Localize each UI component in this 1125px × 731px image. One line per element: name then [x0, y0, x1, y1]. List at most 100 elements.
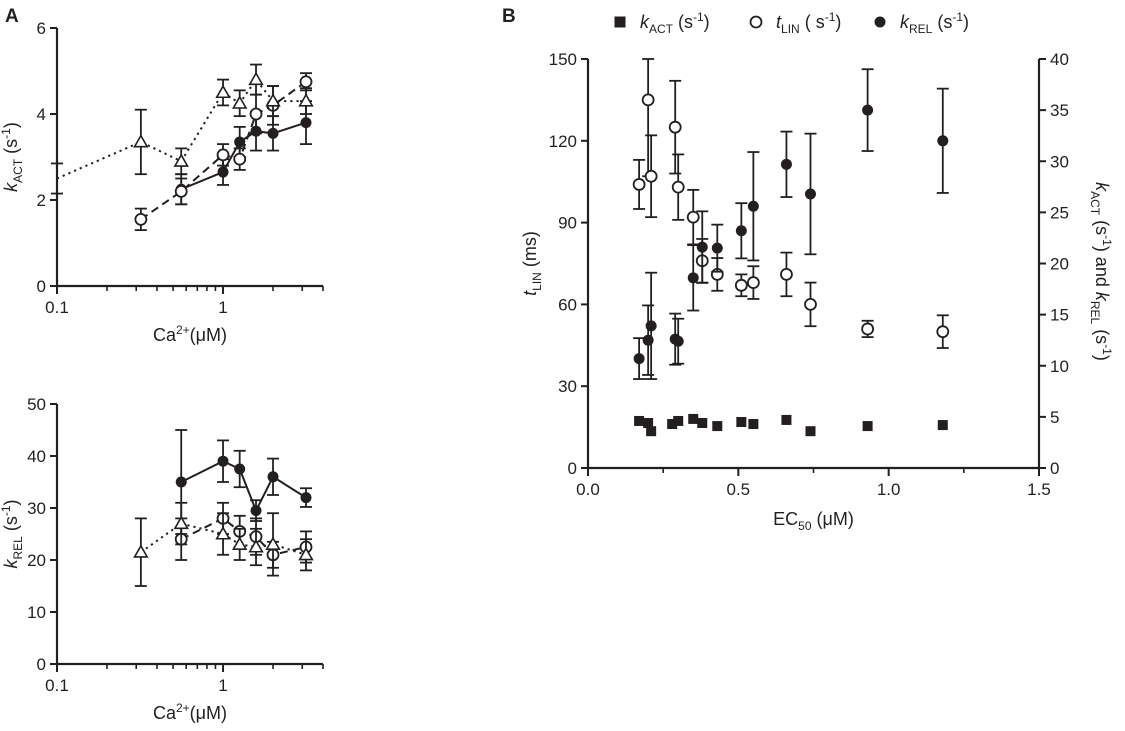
b-data-point [634, 415, 645, 426]
a-bottom-x-tick-label: 0.1 [45, 676, 69, 695]
b-right-y-tick-label: 35 [1050, 101, 1069, 120]
a-top-data-point [174, 184, 188, 198]
b-right-y-label: kACT​ (s-1​) and kREL​ (s-1​) [1088, 182, 1114, 361]
a-bottom-series-line-solid [180, 460, 307, 514]
a-top-error-bar [51, 162, 63, 195]
a-bottom-data-point [215, 526, 231, 540]
b-data-point [735, 225, 747, 237]
b-left-y-tick-label: 30 [558, 377, 577, 396]
a-top-data-point [173, 153, 189, 167]
b-data-point [937, 135, 949, 147]
b-data-point [747, 200, 759, 212]
a-top-series-open-triangle [51, 63, 314, 195]
a-bottom-data-point [234, 463, 246, 475]
a-top-data-point [216, 148, 230, 162]
b-legend-label: kREL​ (s-1​) [900, 10, 969, 36]
a-top-data-point [248, 71, 264, 86]
b-data-point [937, 420, 948, 431]
b-x-label: EC50​ (μM) [773, 509, 854, 533]
b-data-point [686, 210, 700, 224]
b-data-point [862, 104, 874, 116]
b-data-point [645, 320, 657, 332]
b-right-y-tick-label: 30 [1050, 152, 1069, 171]
b-left-y-tick-label: 60 [558, 295, 577, 314]
b-data-point [632, 178, 646, 191]
b-data-point [746, 276, 760, 289]
a-bottom-data-point [300, 492, 312, 504]
a-bottom-data-point [173, 515, 189, 530]
b-legend-label: kACT​ (s-1​) [640, 10, 710, 36]
a-bottom-data-point [175, 476, 187, 488]
b-data-point [643, 418, 654, 429]
b-data-point [734, 278, 748, 292]
b-data-point [711, 242, 723, 254]
b-legend-item: kACT​ (s-1​) [614, 10, 710, 36]
a-bottom-data-point [248, 539, 264, 553]
b-data-point [642, 334, 654, 346]
a-top-data-point [233, 152, 247, 166]
b-data-point [667, 419, 678, 430]
b-data-point [687, 272, 699, 284]
a-bottom-data-point [250, 505, 262, 517]
b-data-point [644, 169, 658, 183]
b-left-y-tick-label: 150 [549, 50, 577, 69]
b-right-y-tick-label: 10 [1050, 357, 1069, 376]
a-bottom-data-point [133, 544, 149, 558]
b-error-bar [642, 58, 655, 178]
b-data-point [688, 413, 699, 424]
a-top-data-point [217, 166, 229, 178]
b-right-y-tick-label: 5 [1050, 408, 1059, 427]
b-data-point [646, 426, 657, 437]
b-x-tick-label: 0.5 [727, 480, 751, 499]
b-data-point [804, 188, 816, 200]
b-data-point [862, 421, 873, 432]
a-bottom-series-open-circle [174, 501, 313, 569]
b-legend-marker [874, 16, 886, 28]
b-data-point [780, 158, 792, 170]
b-data-point [671, 180, 685, 194]
b-series-filled-square [634, 413, 948, 437]
a-bottom-series-filled-circle [175, 429, 313, 535]
b-legend-item: kREL​ (s-1​) [874, 10, 969, 36]
b-legend: kACT​ (s-1​) tLIN​ ( s-1​) kREL​ (s-1​) [614, 10, 969, 36]
a-bottom-data-point [231, 536, 248, 550]
b-legend-label: tLIN​ ( s-1​) [776, 10, 841, 36]
b-legend-item: tLIN​ ( s-1​) [749, 10, 841, 36]
a-bottom-series-open-triangle [133, 501, 314, 587]
a-bottom-y-tick-label: 0 [37, 655, 46, 674]
a-top-x-label: Ca2+​(μM) [153, 323, 227, 345]
b-data-point [668, 120, 682, 134]
b-left-y-label: tLIN​ (ms) [520, 231, 544, 296]
b-legend-marker [614, 16, 626, 28]
b-data-point [696, 241, 708, 253]
a-bottom-y-tick-label: 10 [27, 603, 46, 622]
b-left-y-tick-label: 90 [558, 214, 577, 233]
a-bottom-y-tick-label: 40 [27, 447, 46, 466]
a-bottom-y-label: kREL​ (s-1​) [0, 499, 25, 568]
b-left-y-tick-label: 120 [549, 132, 577, 151]
a-top-data-point [267, 127, 279, 139]
a-top-data-point [215, 84, 231, 99]
panel-a-letter: A [5, 6, 19, 27]
a-top-data-point [265, 93, 281, 107]
b-right-y-tick-label: 40 [1050, 50, 1069, 69]
panel-b-letter: B [502, 6, 516, 27]
b-right-y-tick-label: 25 [1050, 203, 1069, 222]
a-top-data-point [249, 107, 263, 121]
a-bottom-data-point [298, 546, 314, 561]
a-top-data-point [299, 75, 313, 89]
a-top-data-point [234, 136, 246, 148]
plot-a-top-kact: 0 2 4 6 0.1 1 Ca2+​(μM) kACT​ (s-1​) [0, 19, 324, 345]
plot-a-bottom-krel: 0 10 20 30 40 50 0.1 1 Ca2+​(μM) kREL​ (s-1​) [0, 395, 324, 723]
a-bottom-y-tick-label: 20 [27, 551, 46, 570]
b-data-point [781, 414, 792, 425]
b-legend-marker [749, 15, 763, 29]
b-x-tick-label: 1.0 [877, 480, 901, 499]
a-top-y-tick-label: 4 [37, 105, 46, 124]
b-right-y-tick-label: 15 [1050, 306, 1069, 325]
b-data-point [736, 416, 747, 427]
b-data-point [672, 335, 684, 347]
b-data-point [697, 418, 708, 429]
a-top-data-point [134, 212, 148, 226]
a-top-data-point [133, 134, 149, 148]
